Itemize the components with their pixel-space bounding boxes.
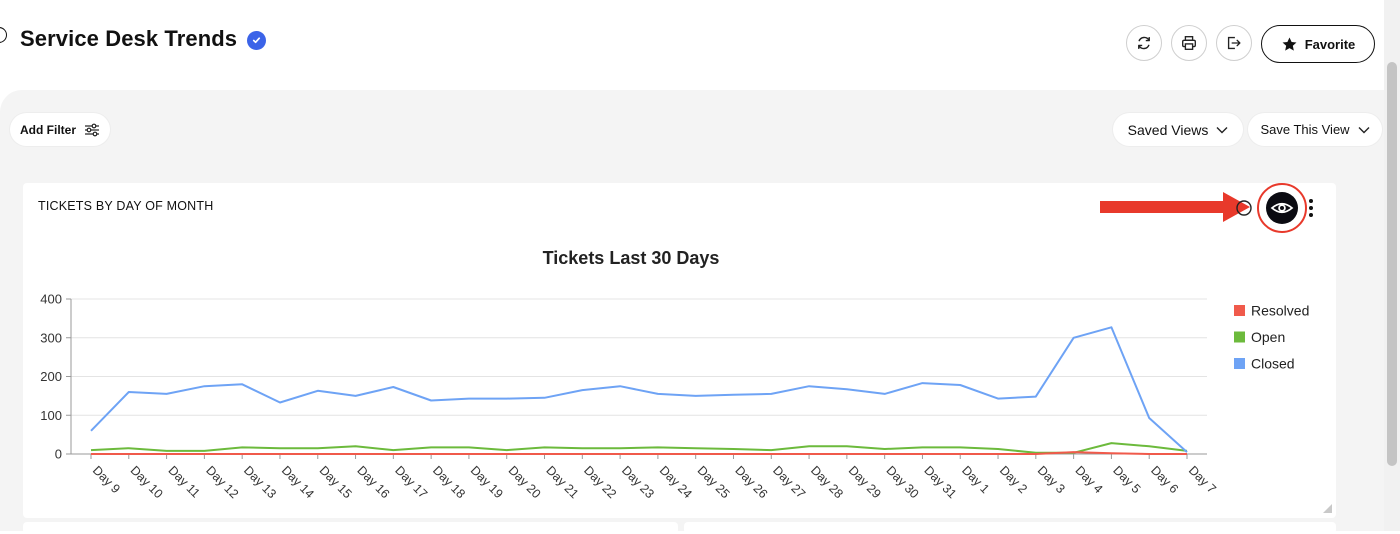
x-tick-label: Day 17 <box>392 463 430 501</box>
x-tick-label: Day 25 <box>695 463 733 501</box>
add-filter-label: Add Filter <box>20 122 76 137</box>
x-tick-label: Day 15 <box>317 463 355 501</box>
star-icon <box>1282 37 1297 51</box>
chart-widget-card <box>23 183 1336 518</box>
legend-label-resolved[interactable]: Resolved <box>1251 303 1309 319</box>
refresh-button[interactable] <box>1126 25 1162 61</box>
refresh-icon <box>1138 36 1150 50</box>
next-widget-card-right <box>684 522 1336 534</box>
legend-swatch-resolved <box>1234 305 1245 316</box>
widget-title: TICKETS BY DAY OF MONTH <box>38 199 214 213</box>
print-icon <box>1182 36 1196 50</box>
y-tick-label: 0 <box>55 447 62 462</box>
series-line-open[interactable] <box>90 442 1188 454</box>
add-filter-button[interactable]: Add Filter <box>10 113 110 146</box>
more-vertical-icon[interactable] <box>1309 199 1313 217</box>
x-tick-label: Day 7 <box>1186 463 1219 496</box>
chevron-down-icon <box>1358 126 1370 133</box>
saved-views-label: Saved Views <box>1127 121 1209 138</box>
series-line-closed[interactable] <box>90 326 1188 453</box>
export-button[interactable] <box>1216 25 1252 61</box>
y-tick-label: 200 <box>40 369 62 384</box>
x-tick-label: Day 6 <box>1148 463 1181 496</box>
scrollbar-thumb[interactable] <box>1387 62 1397 466</box>
x-tick-label: Day 19 <box>468 463 506 501</box>
eye-button-highlight <box>1257 183 1307 233</box>
favorite-label: Favorite <box>1304 36 1356 52</box>
x-tick-label: Day 14 <box>279 463 317 501</box>
legend-swatch-open <box>1234 331 1245 343</box>
x-tick-label: Day 20 <box>506 463 544 501</box>
favorite-button[interactable]: Favorite <box>1261 25 1375 63</box>
chevron-down-icon <box>1216 126 1228 133</box>
x-tick-label: Day 23 <box>619 463 657 501</box>
saved-views-dropdown[interactable]: Saved Views <box>1113 113 1243 146</box>
x-tick-label: Day 24 <box>657 463 695 501</box>
x-tick-label: Day 11 <box>165 463 202 500</box>
annotation-arrow <box>1100 192 1250 222</box>
x-tick-label: Day 26 <box>732 463 770 501</box>
export-icon <box>1227 36 1241 50</box>
x-tick-label: Day 30 <box>884 463 922 501</box>
x-tick-label: Day 27 <box>770 463 808 501</box>
eye-button[interactable] <box>1266 192 1298 224</box>
x-tick-label: Day 1 <box>959 463 992 496</box>
verified-badge-icon <box>247 31 266 50</box>
print-button[interactable] <box>1171 25 1207 61</box>
y-tick-label: 100 <box>40 408 62 423</box>
x-tick-label: Day 18 <box>430 463 468 501</box>
eye-icon <box>1270 202 1294 214</box>
info-icon <box>1236 200 1252 216</box>
header-bar: Service Desk Trends Favorite <box>0 0 1400 88</box>
save-view-label: Save This View <box>1260 122 1350 137</box>
x-tick-label: Day 31 <box>921 463 959 501</box>
x-tick-label: Day 21 <box>543 463 581 501</box>
chart-title: Tickets Last 30 Days <box>542 248 720 268</box>
y-tick-label: 300 <box>40 330 62 345</box>
x-tick-label: Day 22 <box>581 463 619 501</box>
legend-swatch-closed <box>1234 358 1245 369</box>
x-tick-label: Day 13 <box>241 463 279 501</box>
x-tick-label: Day 5 <box>1110 463 1143 496</box>
y-tick-label: 400 <box>40 292 62 307</box>
x-tick-label: Day 3 <box>1035 463 1068 496</box>
widget-actions <box>1100 183 1313 233</box>
x-tick-label: Day 2 <box>997 463 1030 496</box>
x-tick-label: Day 10 <box>128 463 166 501</box>
sliders-icon <box>85 123 99 136</box>
x-tick-label: Day 16 <box>354 463 392 501</box>
save-this-view-dropdown[interactable]: Save This View <box>1248 113 1382 146</box>
x-tick-label: Day 28 <box>808 463 846 501</box>
x-tick-label: Day 29 <box>846 463 884 501</box>
legend-label-open[interactable]: Open <box>1251 329 1285 345</box>
x-tick-label: Day 4 <box>1072 463 1105 496</box>
resize-handle-icon <box>1323 504 1332 513</box>
series-line-resolved[interactable] <box>91 451 1187 455</box>
x-tick-label: Day 12 <box>203 463 241 501</box>
legend-label-closed[interactable]: Closed <box>1251 356 1295 372</box>
page-title: Service Desk Trends <box>20 26 238 51</box>
x-tick-label: Day 9 <box>90 463 123 496</box>
next-widget-card-left <box>23 522 678 534</box>
